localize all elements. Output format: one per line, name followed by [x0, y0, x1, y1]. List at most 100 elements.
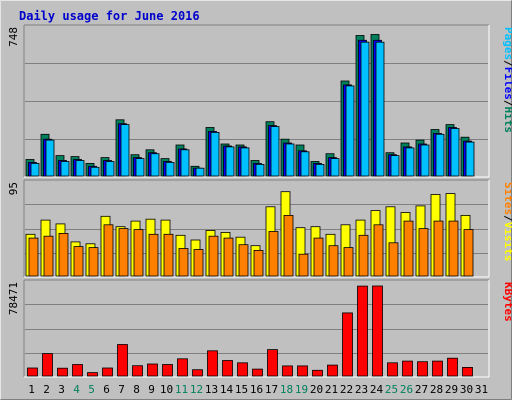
x-tick-label: 29 — [445, 383, 458, 396]
bar-kbytes-day-25 — [387, 362, 398, 377]
bar-kbytes-day-19 — [297, 365, 308, 377]
bar-kbytes-day-18 — [282, 365, 293, 377]
bar-sites-day-10 — [163, 233, 174, 277]
bar-kbytes-day-4 — [72, 364, 83, 377]
panel-1: 748 Pages/Files/Hits — [7, 24, 512, 178]
bar-kbytes-day-11 — [177, 358, 188, 377]
bar-kbytes-day-1 — [27, 367, 38, 377]
bar-sites-day-14 — [223, 237, 234, 277]
legend-label: Hits — [502, 107, 512, 134]
legend-label: Files — [502, 67, 512, 100]
bar-pages-day-22 — [345, 85, 355, 177]
bar-kbytes-day-22 — [342, 312, 353, 377]
bar-kbytes-day-16 — [252, 368, 263, 377]
bar-sites-day-3 — [58, 232, 69, 277]
bar-sites-day-16 — [253, 249, 264, 277]
bar-pages-day-18 — [285, 143, 295, 177]
bar-kbytes-day-7 — [117, 344, 128, 377]
x-tick-label: 11 — [175, 383, 188, 396]
x-tick-label: 4 — [73, 383, 80, 396]
x-tick-label: 21 — [325, 383, 338, 396]
bar-kbytes-day-30 — [462, 366, 473, 377]
bar-kbytes-day-27 — [417, 361, 428, 377]
x-tick-label: 7 — [118, 383, 125, 396]
bar-pages-day-28 — [435, 133, 445, 177]
legend-label: Pages — [502, 27, 512, 60]
bar-sites-day-12 — [193, 249, 204, 277]
x-tick-label: 15 — [235, 383, 248, 396]
legend-label: KBytes — [502, 282, 512, 322]
x-tick-label: 28 — [430, 383, 443, 396]
y-max-label: 78471 — [7, 282, 20, 315]
bars — [25, 191, 474, 277]
x-tick-label: 5 — [88, 383, 95, 396]
x-tick-label: 13 — [205, 383, 218, 396]
bar-pages-day-21 — [330, 158, 340, 177]
x-tick-label: 6 — [103, 383, 110, 396]
bar-kbytes-day-15 — [237, 362, 248, 377]
x-tick-label: 19 — [295, 383, 308, 396]
legend-label: Visits — [502, 222, 512, 262]
y-max-label: 95 — [7, 182, 20, 195]
bars — [27, 285, 473, 377]
bar-sites-day-2 — [43, 235, 54, 277]
x-tick-label: 1 — [28, 383, 35, 396]
bar-kbytes-day-12 — [192, 369, 203, 377]
bar-kbytes-day-6 — [102, 367, 113, 377]
panel-2: 95 Sites/Visits — [7, 179, 512, 278]
bar-pages-day-26 — [405, 147, 415, 177]
bar-pages-day-3 — [60, 161, 70, 177]
bar-sites-day-1 — [28, 237, 39, 277]
bar-pages-day-23 — [360, 41, 370, 177]
bar-pages-day-29 — [450, 128, 460, 177]
bar-sites-day-18 — [283, 214, 294, 277]
bar-sites-day-20 — [313, 237, 324, 277]
x-tick-label: 9 — [148, 383, 155, 396]
bar-kbytes-day-24 — [372, 285, 383, 377]
x-tick-label: 24 — [370, 383, 384, 396]
x-tick-label: 26 — [400, 383, 413, 396]
bar-pages-day-7 — [120, 124, 130, 177]
bar-sites-day-15 — [238, 244, 249, 277]
bar-sites-day-28 — [433, 220, 444, 277]
series-legend: KBytes — [502, 282, 512, 322]
x-tick-label: 12 — [190, 383, 203, 396]
bar-kbytes-day-20 — [312, 369, 323, 377]
bar-pages-day-5 — [90, 166, 100, 177]
bar-pages-day-19 — [300, 151, 310, 177]
x-tick-label: 22 — [340, 383, 353, 396]
y-max-label: 748 — [7, 27, 20, 47]
bar-kbytes-day-2 — [42, 353, 53, 377]
bar-sites-day-29 — [448, 220, 459, 277]
bar-pages-day-2 — [45, 139, 55, 177]
chart-title: Daily usage for June 2016 — [19, 9, 200, 23]
series-legend: Pages/Files/Hits — [502, 27, 512, 133]
x-tick-label: 17 — [265, 383, 278, 396]
bar-kbytes-day-9 — [147, 363, 158, 377]
bar-pages-day-14 — [225, 146, 235, 177]
bars — [25, 34, 475, 177]
bar-kbytes-day-5 — [87, 372, 98, 377]
x-tick-label: 2 — [43, 383, 50, 396]
bar-sites-day-21 — [328, 245, 339, 277]
bar-pages-day-9 — [150, 153, 160, 177]
bar-pages-day-10 — [165, 161, 175, 177]
bar-pages-day-4 — [75, 160, 85, 177]
x-tick-label: 10 — [160, 383, 173, 396]
bar-pages-day-11 — [180, 149, 190, 177]
x-tick-label: 27 — [415, 383, 428, 396]
x-tick-label: 30 — [460, 383, 473, 396]
bar-kbytes-day-23 — [357, 285, 368, 377]
bar-pages-day-13 — [210, 131, 220, 177]
bar-pages-day-27 — [420, 144, 430, 177]
bar-sites-day-30 — [463, 229, 474, 277]
x-tick-label: 20 — [310, 383, 323, 396]
bar-kbytes-day-10 — [162, 364, 173, 377]
bar-sites-day-22 — [343, 247, 354, 277]
bar-kbytes-day-28 — [432, 360, 443, 377]
bar-pages-day-12 — [195, 167, 205, 177]
bar-sites-day-13 — [208, 235, 219, 277]
bar-sites-day-24 — [373, 224, 384, 277]
